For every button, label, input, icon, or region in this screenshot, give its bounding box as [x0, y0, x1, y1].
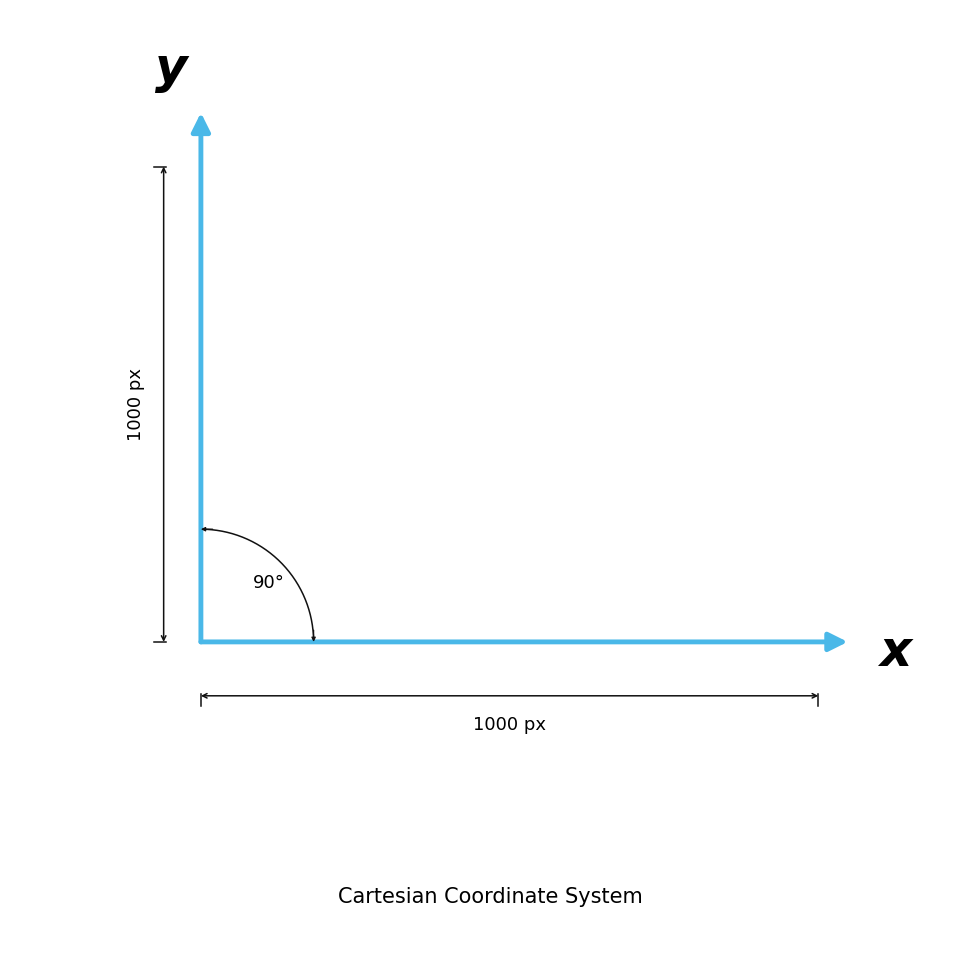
- Text: y: y: [155, 45, 188, 92]
- Text: x: x: [879, 628, 910, 675]
- Text: 1000 px: 1000 px: [127, 368, 145, 441]
- Text: Cartesian Coordinate System: Cartesian Coordinate System: [338, 887, 642, 906]
- Text: 90°: 90°: [253, 574, 284, 592]
- Text: 1000 px: 1000 px: [473, 716, 546, 734]
